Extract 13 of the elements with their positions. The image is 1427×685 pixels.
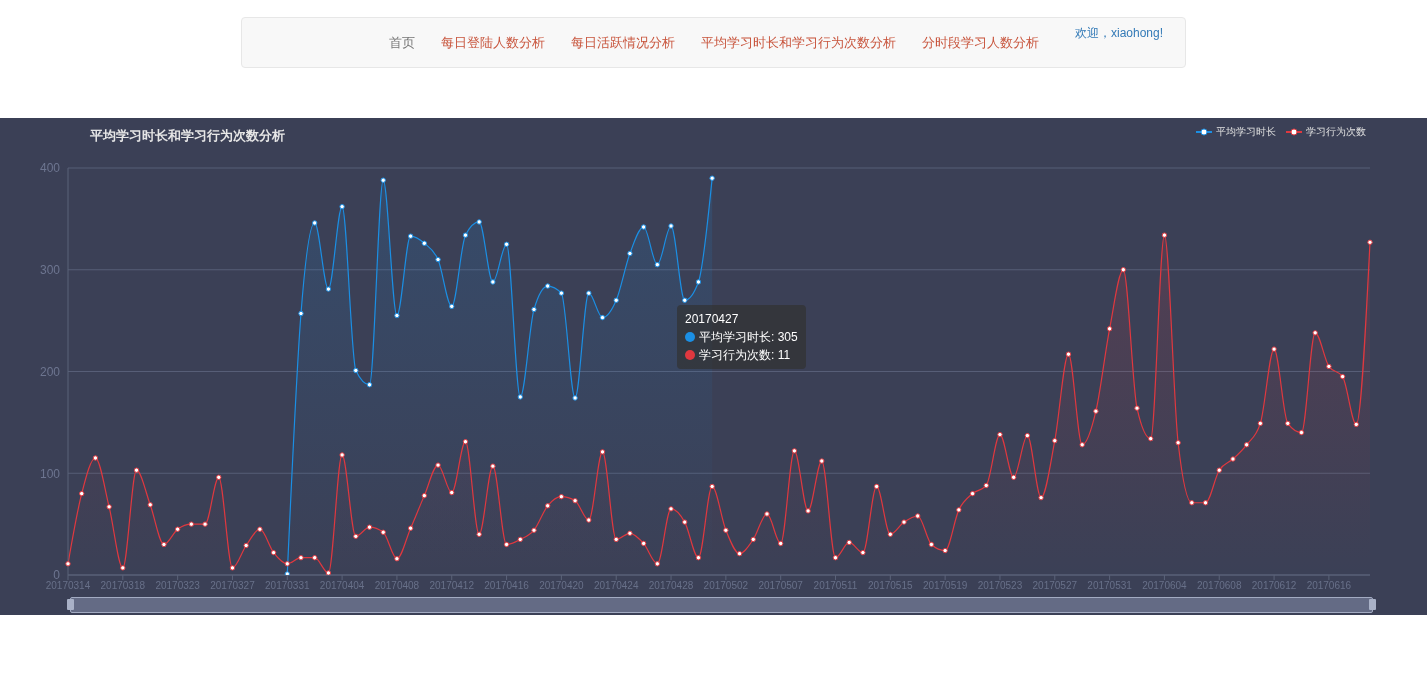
y-tick-label: 300 (39, 263, 61, 278)
y-tick-label: 200 (39, 364, 61, 379)
tooltip-box: 20170427 平均学习时长: 305 学习行为次数: 11 (677, 305, 806, 369)
annotation: 学习行为次数: 11 (699, 347, 791, 364)
annotation: 20170427 (685, 311, 740, 328)
y-tick-label: 0 (53, 568, 61, 583)
chart-title: 平均学习时长和学习行为次数分析 (90, 127, 285, 145)
annotation: 平均学习时长: 305 (699, 329, 798, 346)
y-tick-label: 100 (39, 466, 61, 481)
legend-label: 平均学习时长 (1216, 125, 1276, 139)
navigation-menu: 首页 每日登陆人数分析 每日活跃情况分析 平均学习时长和学习行为次数分析 分时段学习人数分析 欢迎，xiaohong! (241, 17, 1186, 68)
y-tick-label: 400 (39, 161, 61, 176)
legend-label: 学习行为次数 (1306, 125, 1366, 139)
